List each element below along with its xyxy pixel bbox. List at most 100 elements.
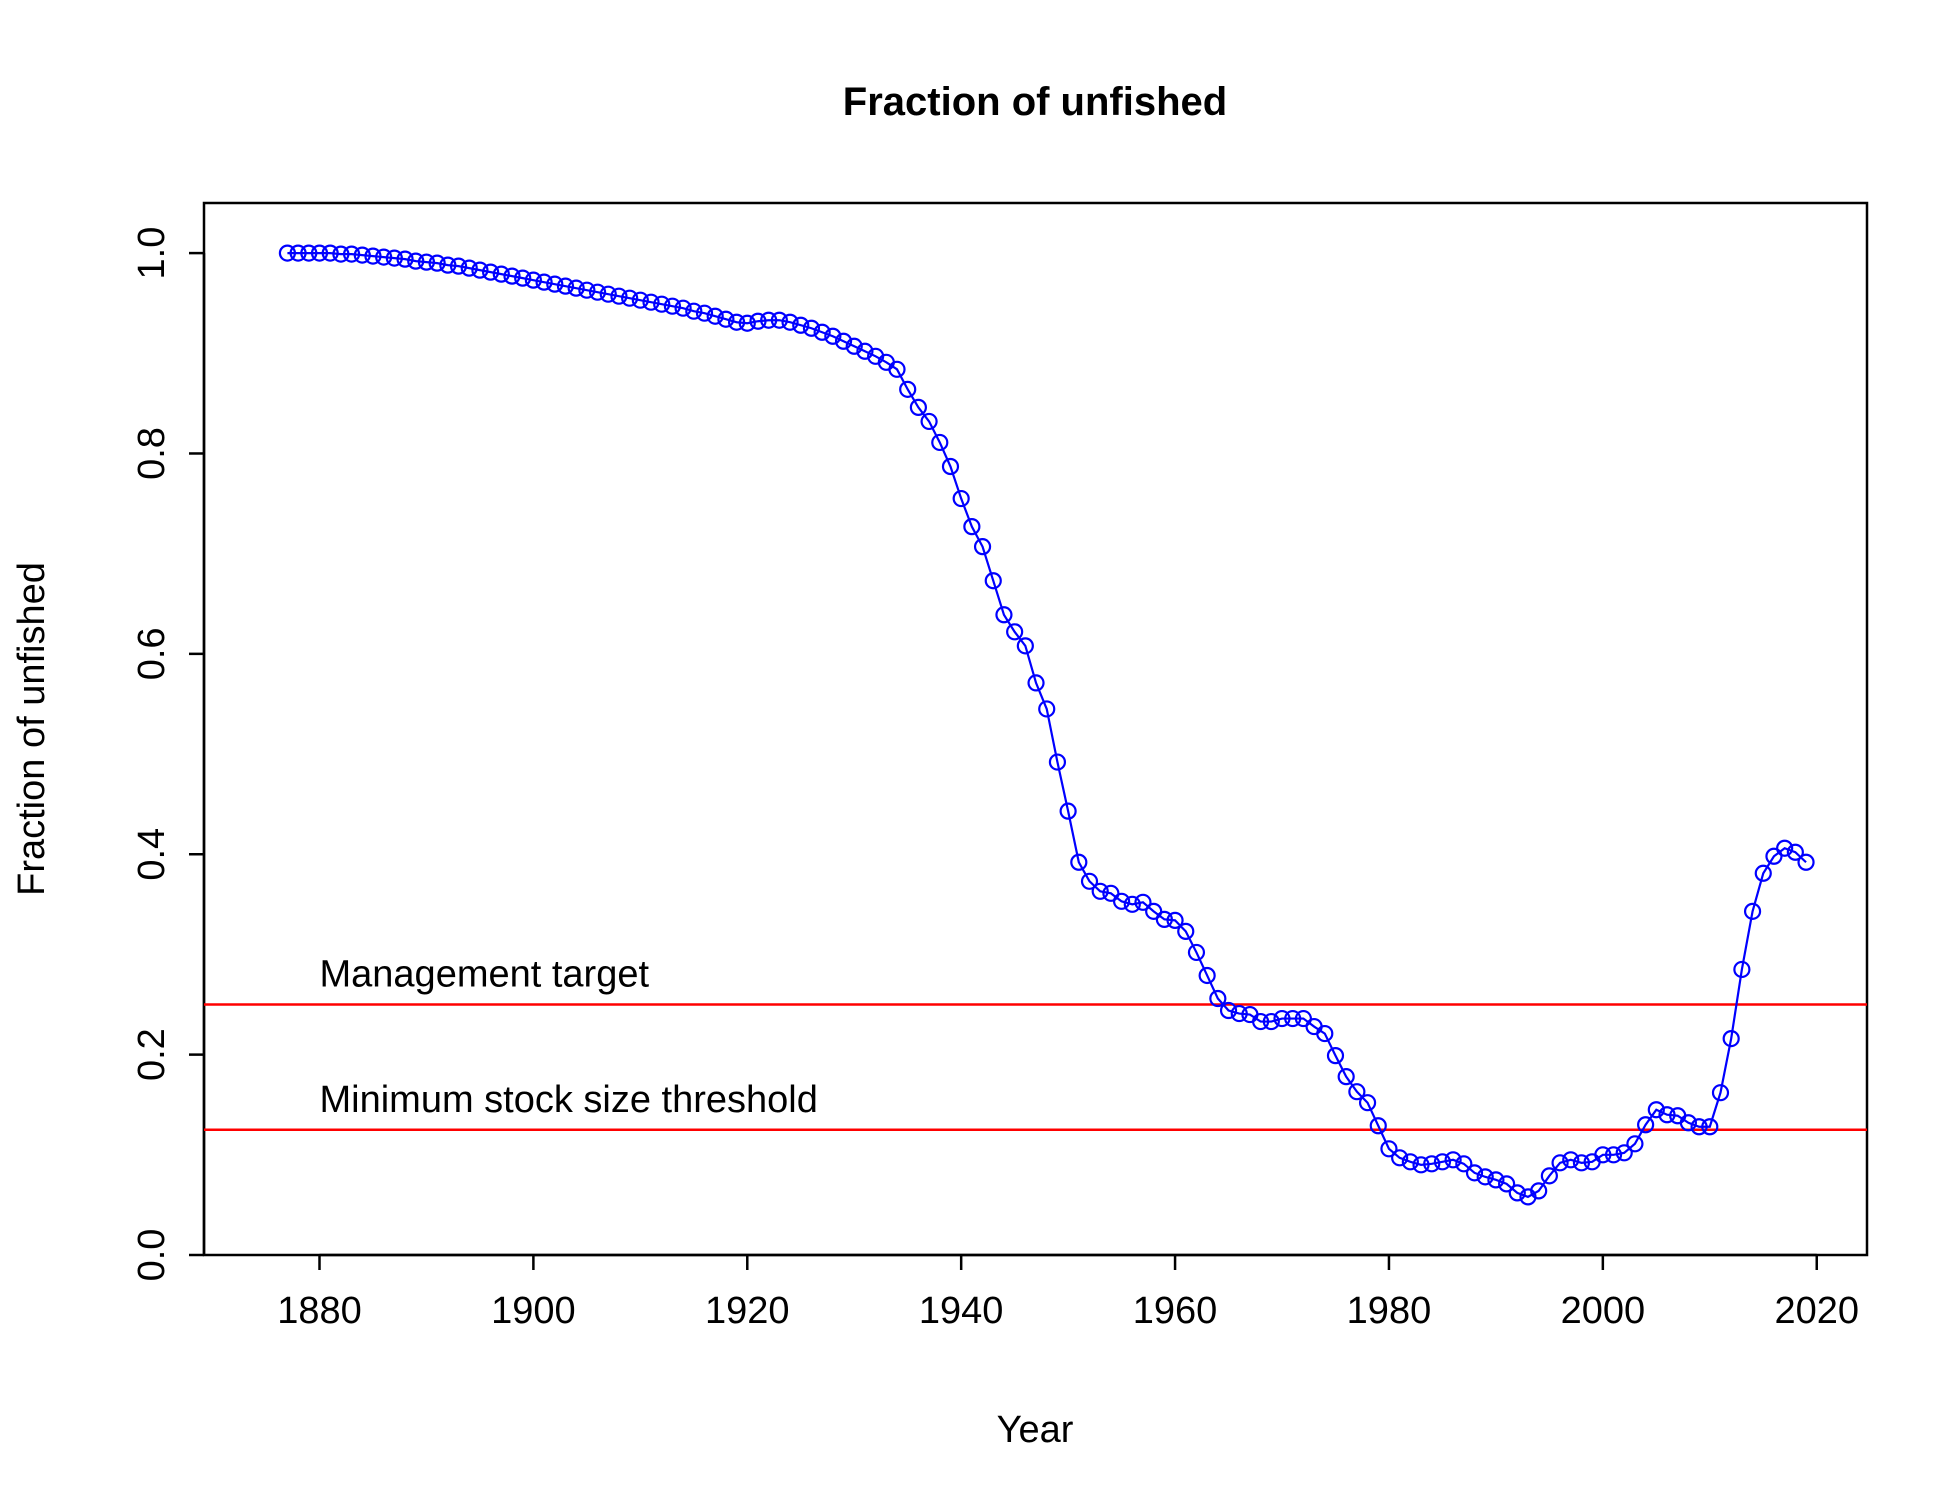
y-tick-label: 0.6: [131, 627, 173, 680]
data-point: [856, 342, 874, 360]
data-point: [1497, 1175, 1516, 1193]
data-point: [770, 311, 788, 329]
data-point: [1348, 1083, 1366, 1101]
data-point: [717, 310, 735, 328]
data-point: [909, 398, 927, 416]
data-point: [503, 267, 521, 285]
data-point: [695, 304, 714, 322]
data-point: [813, 323, 831, 341]
data-point: [1626, 1135, 1644, 1153]
data-point: [888, 360, 906, 378]
reference-label: Management target: [320, 954, 650, 996]
data-point: [920, 412, 938, 431]
data-point: [364, 247, 382, 265]
data-point: [1059, 802, 1077, 820]
data-point: [1711, 1084, 1730, 1102]
data-point: [1273, 1009, 1291, 1028]
data-point: [1465, 1164, 1484, 1182]
data-point: [1647, 1101, 1665, 1119]
data-point: [941, 457, 960, 476]
data-point: [1722, 1029, 1740, 1048]
data-point: [1786, 843, 1804, 861]
chart-title: Fraction of unfished: [843, 80, 1227, 124]
x-tick-label: 1920: [705, 1290, 790, 1332]
data-point: [524, 271, 542, 289]
data-point: [460, 259, 478, 277]
data-point: [1658, 1106, 1676, 1124]
data-point: [1155, 910, 1173, 928]
data-point: [556, 277, 575, 295]
data-point: [1262, 1012, 1280, 1031]
data-point: [1679, 1114, 1698, 1132]
x-tick-label: 1940: [919, 1290, 1004, 1332]
data-point: [834, 332, 853, 350]
data-point: [1038, 700, 1056, 718]
data-point: [727, 313, 746, 331]
data-point: [984, 572, 1002, 590]
data-point: [578, 281, 596, 299]
y-tick-label: 0.8: [131, 427, 173, 480]
data-point: [1358, 1094, 1377, 1112]
x-tick-label: 2000: [1561, 1290, 1646, 1332]
data-point: [631, 291, 649, 309]
data-point: [738, 314, 756, 332]
data-point: [1540, 1167, 1558, 1185]
y-tick-label: 0.0: [131, 1229, 173, 1282]
data-point: [599, 285, 617, 303]
data-point: [1508, 1184, 1526, 1202]
data-point: [514, 269, 532, 287]
data-point: [1284, 1009, 1302, 1028]
data-point: [1070, 853, 1088, 871]
data-point: [995, 606, 1013, 624]
y-tick-label: 0.2: [131, 1028, 173, 1081]
data-point: [1134, 893, 1152, 911]
data-point: [449, 257, 468, 275]
data-point: [1369, 1117, 1387, 1135]
data-point: [1326, 1047, 1345, 1065]
data-point: [439, 256, 457, 274]
data-point: [375, 248, 393, 266]
data-point: [1027, 674, 1045, 692]
data-point: [1530, 1182, 1548, 1200]
data-point: [1209, 989, 1227, 1008]
data-point: [685, 302, 703, 320]
data-point: [1016, 637, 1034, 655]
x-tick-label: 1880: [277, 1290, 362, 1332]
data-point: [642, 293, 660, 311]
x-tick-label: 2020: [1774, 1290, 1859, 1332]
data-point: [332, 245, 350, 263]
data-point: [1123, 895, 1141, 913]
data-point: [1006, 623, 1024, 641]
data-point: [353, 246, 371, 264]
data-point: [931, 433, 949, 452]
data-point: [973, 538, 992, 556]
data-point: [482, 263, 500, 281]
data-point: [1690, 1118, 1708, 1136]
data-point: [289, 244, 307, 262]
data-point: [749, 312, 767, 330]
data-point: [610, 287, 628, 305]
data-point: [760, 311, 778, 329]
data-point: [963, 518, 981, 536]
x-axis-label: Year: [997, 1409, 1074, 1451]
data-point: [952, 489, 970, 508]
data-point: [492, 265, 510, 283]
data-point: [1743, 902, 1762, 920]
x-tick-label: 1960: [1133, 1290, 1218, 1332]
data-point: [300, 244, 318, 262]
data-point: [1551, 1154, 1569, 1172]
data-point: [1765, 847, 1783, 865]
data-point: [1048, 753, 1067, 771]
data-point: [1615, 1144, 1633, 1162]
data-point: [621, 289, 639, 307]
data-point: [1487, 1171, 1505, 1189]
data-point: [1316, 1024, 1334, 1043]
data-point: [342, 245, 361, 263]
data-point: [1230, 1004, 1248, 1023]
data-point: [1294, 1009, 1312, 1028]
data-point: [310, 244, 329, 262]
data-point: [1166, 911, 1184, 929]
data-point: [471, 261, 489, 279]
